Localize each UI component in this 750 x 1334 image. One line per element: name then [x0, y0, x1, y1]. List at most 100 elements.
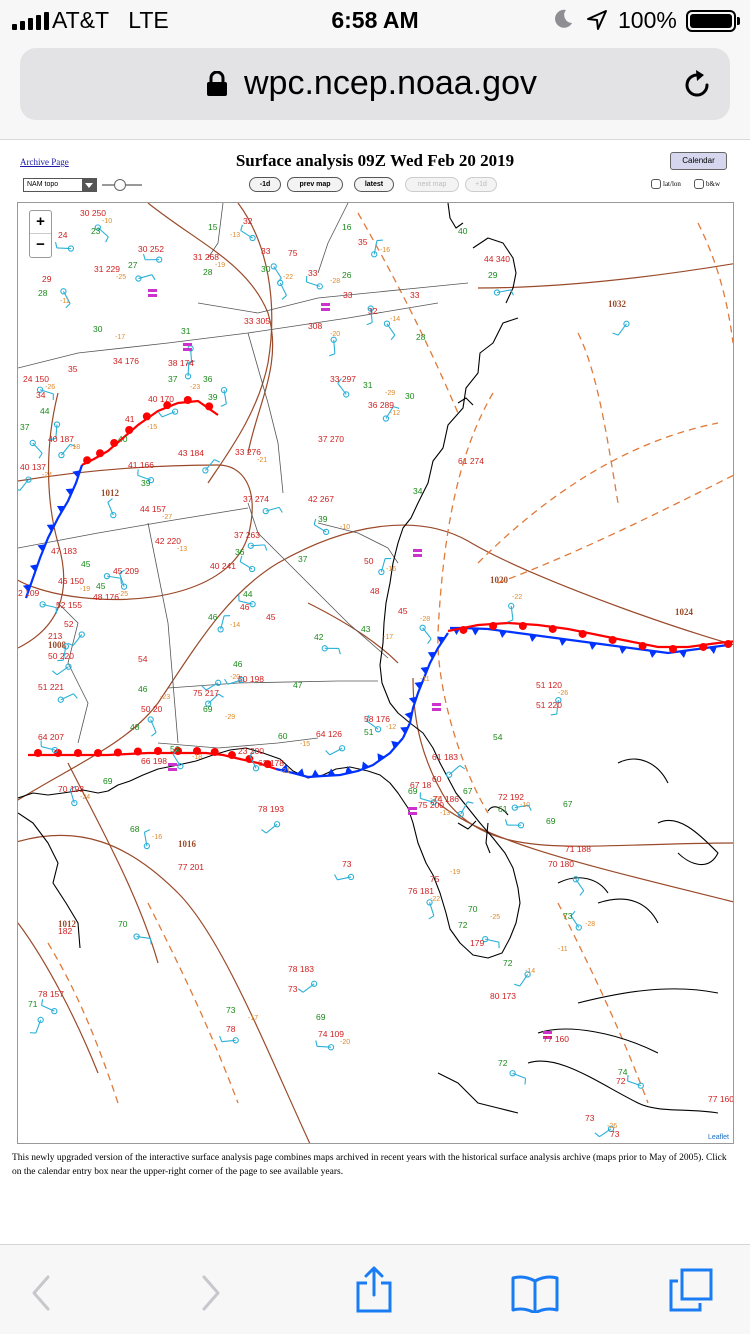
surface-analysis-map[interactable]: 1032 1012 1008 1020 1024 1016 1012 -10 -13 -16 -1… [17, 202, 734, 1144]
wind-barb-feather [49, 437, 56, 441]
station-value: 34 176 [113, 356, 139, 366]
wind-barb [448, 765, 461, 776]
zoom-in-button[interactable]: + [30, 211, 51, 234]
pressure-tendency: -11 [558, 946, 568, 953]
warm-front-pip [74, 749, 82, 757]
wind-barb [617, 323, 627, 336]
location-icon [587, 10, 607, 30]
latest-button[interactable]: latest [354, 177, 394, 192]
pressure-tendency: -14 [230, 622, 240, 629]
pressure-tendency: -17 [248, 1015, 258, 1022]
wind-barb-feather [390, 334, 396, 341]
station-circle [135, 275, 142, 282]
forward-icon[interactable] [190, 1273, 230, 1313]
wind-barb-feather [366, 321, 373, 326]
station-circle [311, 980, 318, 987]
wind-barb-feather [151, 732, 157, 737]
opacity-slider[interactable] [102, 179, 142, 191]
calendar-button[interactable]: Calendar [670, 152, 727, 170]
pressure-tendency: -23 [190, 384, 200, 391]
next-map-button[interactable]: next map [405, 177, 459, 192]
plus-1d-button[interactable]: +1d [465, 177, 497, 192]
minus-1d-button[interactable]: -1d [249, 177, 281, 192]
station-value: 45 [398, 606, 408, 616]
warm-front [447, 621, 733, 649]
layer-select[interactable]: NAM topo [23, 178, 97, 192]
station-circle [316, 283, 323, 290]
station-circle [25, 476, 32, 483]
bw-checkbox[interactable] [694, 179, 704, 189]
station-value: 48 [370, 586, 380, 596]
weather-symbol [413, 549, 422, 552]
station-value: 69 [546, 816, 556, 826]
station-circle [249, 601, 256, 608]
wind-barb [41, 1004, 55, 1012]
pressure-tendency: -10 [102, 218, 112, 225]
station-circle [58, 451, 65, 459]
station-value: 23 200 [238, 746, 264, 756]
prev-map-button[interactable]: prev map [287, 177, 343, 192]
wind-barb-feather [120, 578, 123, 585]
isobar-line [207, 203, 273, 484]
reload-icon[interactable] [680, 68, 714, 102]
station-value: 54 [493, 732, 503, 742]
trough-line [477, 422, 719, 564]
browser-toolbar [0, 1244, 750, 1334]
station-value: 37 [20, 422, 30, 432]
warm-front-pip [489, 621, 498, 630]
leaflet-attribution-link[interactable]: Leaflet [707, 1134, 729, 1141]
station-value: 33 [308, 268, 318, 278]
cold-front-pip [471, 628, 480, 636]
wind-barb [279, 282, 287, 296]
tabs-icon[interactable] [668, 1267, 714, 1313]
wind-barb [60, 693, 74, 701]
station-value: 31 [363, 380, 373, 390]
pressure-tendency: -15 [147, 424, 157, 431]
wind-barb-feather [105, 236, 109, 243]
back-icon[interactable] [22, 1273, 62, 1313]
isobar-line [67, 762, 159, 964]
station-circle [65, 663, 72, 670]
weather-symbol [432, 708, 441, 711]
isobar-label: 1008 [48, 640, 67, 650]
station-value: 46 150 [58, 576, 84, 586]
station-circle [217, 626, 224, 633]
station-value: 73 [585, 1113, 595, 1123]
coastline [527, 1060, 719, 1114]
pressure-tendency: -15 [300, 741, 310, 748]
pressure-tendency: -25 [116, 274, 126, 281]
cold-front [450, 626, 729, 655]
bookmarks-icon[interactable] [510, 1273, 560, 1313]
station-circle [94, 224, 101, 231]
pressure-tendency: -16 [380, 247, 390, 254]
station-value: 23 [91, 226, 101, 236]
slider-knob[interactable] [114, 179, 126, 191]
cold-front-pip [280, 764, 289, 772]
station-value: 69 [203, 704, 213, 714]
archive-page-link[interactable]: Archive Page [20, 157, 69, 167]
zoom-control: + − [29, 210, 52, 258]
state-border [167, 680, 378, 689]
station-value: 73 [610, 1129, 620, 1139]
pressure-tendency: -20 [230, 674, 240, 681]
wind-barb-feather [249, 751, 255, 757]
station-value: 43 184 [178, 448, 204, 458]
address-bar[interactable]: wpc.ncep.noaa.gov [20, 48, 730, 120]
share-icon[interactable] [354, 1265, 394, 1313]
station-circle [383, 320, 391, 327]
cold-front-pip [37, 544, 46, 552]
station-value: 213 [48, 631, 62, 641]
chevron-down-icon [82, 179, 96, 191]
wind-barb-feather [504, 819, 508, 826]
wind-barb-feather [41, 999, 44, 1006]
station-value: 29 [42, 274, 52, 284]
latlon-checkbox[interactable] [651, 179, 661, 189]
zoom-out-button[interactable]: − [36, 236, 45, 253]
isobar-line [477, 263, 733, 289]
warm-front-pip [113, 748, 122, 757]
station-value: 36 289 [368, 400, 394, 410]
weather-symbol [408, 807, 417, 810]
station-circle [270, 263, 277, 270]
warm-front-pip [699, 642, 708, 651]
